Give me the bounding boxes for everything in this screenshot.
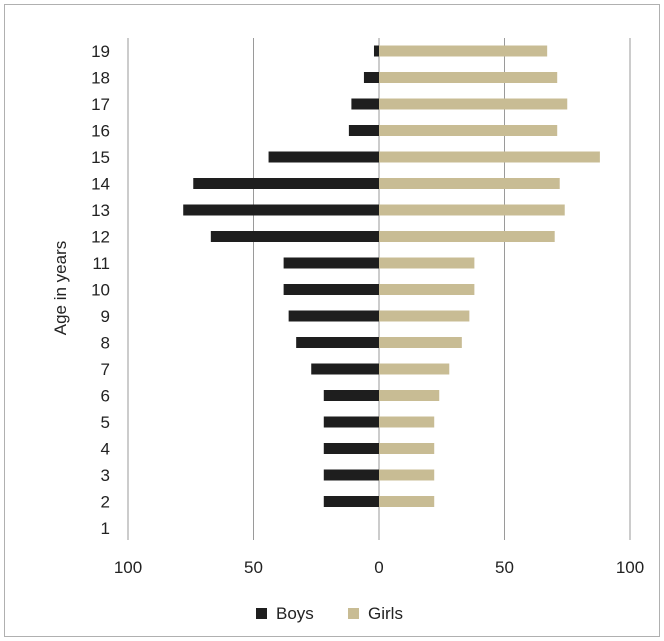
legend-label-boys: Boys	[276, 604, 314, 623]
y-tick-label-15: 15	[91, 148, 110, 167]
bar-boys-age-10	[283, 284, 379, 295]
y-tick-label-6: 6	[101, 387, 110, 406]
y-tick-label-3: 3	[101, 466, 110, 485]
y-tick-label-1: 1	[101, 519, 110, 538]
y-tick-label-2: 2	[101, 493, 110, 512]
bar-boys-age-2	[323, 496, 379, 507]
bar-girls-age-5	[379, 416, 435, 428]
bar-boys-age-12	[210, 231, 379, 242]
bar-boys-age-6	[323, 390, 379, 401]
legend-swatch-boys	[256, 608, 267, 619]
x-tick-label-2: 0	[374, 558, 383, 577]
bar-girls-age-9	[379, 310, 470, 322]
bar-girls-age-10	[379, 284, 475, 295]
y-tick-label-4: 4	[101, 440, 110, 459]
bar-boys-age-9	[288, 310, 379, 322]
y-tick-label-13: 13	[91, 201, 110, 220]
legend-label-girls: Girls	[368, 604, 403, 623]
bar-girls-age-7	[379, 363, 450, 375]
y-axis-label: Age in years	[51, 241, 70, 336]
bar-girls-age-17	[379, 98, 568, 110]
bar-boys-age-8	[296, 337, 379, 348]
x-tick-label-0: 100	[114, 558, 142, 577]
x-tick-label-1: 50	[244, 558, 263, 577]
y-tick-label-5: 5	[101, 413, 110, 432]
y-tick-label-10: 10	[91, 281, 110, 300]
x-tick-labels: 100 50 0 50 100	[114, 558, 644, 577]
y-tick-label-11: 11	[92, 254, 110, 273]
bar-boys-age-11	[283, 257, 379, 269]
bar-girls-age-8	[379, 337, 462, 348]
bar-boys-age-16	[348, 125, 379, 136]
bar-layer	[183, 45, 600, 507]
bar-boys-age-15	[268, 151, 379, 163]
bar-girls-age-11	[379, 257, 475, 269]
bar-boys-age-14	[193, 178, 379, 189]
bar-girls-age-2	[379, 496, 435, 507]
bar-girls-age-4	[379, 443, 435, 454]
bar-girls-age-14	[379, 178, 560, 189]
bar-girls-age-18	[379, 72, 558, 83]
y-tick-label-17: 17	[91, 95, 110, 114]
bar-girls-age-3	[379, 469, 435, 481]
bar-boys-age-4	[323, 443, 379, 454]
y-tick-label-19: 19	[91, 42, 110, 61]
legend: Boys Girls	[256, 604, 403, 623]
bar-boys-age-19	[373, 45, 379, 57]
y-tick-label-8: 8	[101, 334, 110, 353]
bar-boys-age-5	[323, 416, 379, 428]
bar-girls-age-6	[379, 390, 440, 401]
bar-girls-age-15	[379, 151, 600, 163]
bar-girls-age-13	[379, 204, 565, 216]
y-tick-label-16: 16	[91, 122, 110, 141]
bar-boys-age-17	[351, 98, 379, 110]
bar-girls-age-19	[379, 45, 548, 57]
bar-girls-age-16	[379, 125, 558, 136]
bar-boys-age-3	[323, 469, 379, 481]
bar-boys-age-13	[183, 204, 379, 216]
y-tick-label-12: 12	[91, 228, 110, 247]
bar-boys-age-18	[363, 72, 379, 83]
bar-boys-age-7	[311, 363, 379, 375]
x-tick-label-3: 50	[495, 558, 514, 577]
y-tick-label-9: 9	[101, 307, 110, 326]
x-tick-label-4: 100	[616, 558, 644, 577]
bar-girls-age-12	[379, 231, 555, 242]
y-tick-label-14: 14	[91, 175, 110, 194]
y-tick-label-7: 7	[101, 360, 110, 379]
legend-swatch-girls	[348, 608, 359, 619]
grid-layer	[127, 38, 631, 540]
y-tick-label-18: 18	[91, 69, 110, 88]
